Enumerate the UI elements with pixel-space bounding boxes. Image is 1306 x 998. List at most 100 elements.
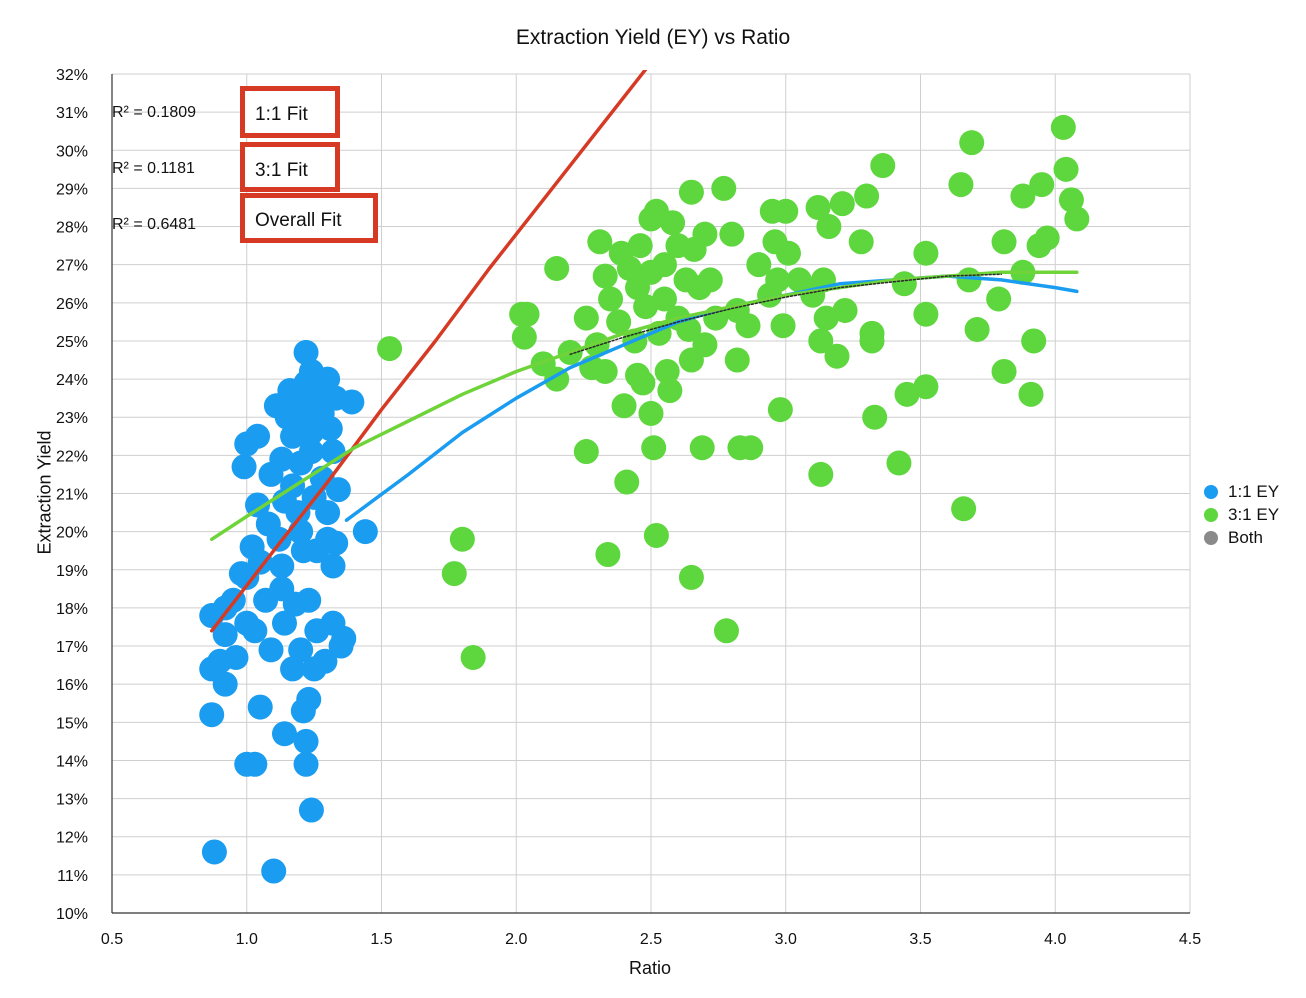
- x-tick-label: 4.5: [1179, 931, 1201, 948]
- y-tick-label: 27%: [56, 258, 88, 275]
- fit-lines: [209, 70, 1079, 633]
- point-1-1: [199, 702, 225, 728]
- point-3-1: [678, 564, 704, 590]
- y-tick-label: 25%: [56, 334, 88, 351]
- legend-label: Both: [1228, 527, 1263, 547]
- tick-labels: 10% 11% 12% 13% 14% 15% 16% 17% 18% 19% 20% 21% 22% 2…: [56, 67, 1201, 948]
- point-3-1: [816, 214, 842, 240]
- point-3-1: [654, 358, 680, 384]
- point-3-1: [829, 191, 855, 217]
- point-3-1: [854, 183, 880, 209]
- point-1-1: [298, 797, 324, 823]
- point-1-1: [201, 839, 227, 865]
- y-tick-label: 13%: [56, 792, 88, 809]
- point-3-1: [1058, 187, 1084, 213]
- point-3-1: [870, 153, 896, 179]
- point-3-1: [514, 301, 540, 327]
- point-3-1: [813, 305, 839, 331]
- point-3-1: [1034, 225, 1060, 251]
- point-3-1: [948, 172, 974, 198]
- point-1-1: [271, 721, 297, 747]
- point-3-1: [1010, 183, 1036, 209]
- point-1-1: [234, 610, 260, 636]
- y-tick-label: 14%: [56, 753, 88, 770]
- point-3-1: [678, 179, 704, 205]
- y-tick-label: 30%: [56, 143, 88, 160]
- point-1-1: [298, 439, 324, 465]
- point-3-1: [643, 522, 669, 548]
- point-1-1: [212, 622, 238, 648]
- fit-box-1-1: 1:1 Fit: [240, 86, 340, 138]
- point-1-1: [239, 534, 265, 560]
- point-3-1: [770, 313, 796, 339]
- point-3-1: [587, 229, 613, 255]
- point-1-1: [296, 686, 322, 712]
- point-3-1: [692, 332, 718, 358]
- chart-title: Extraction Yield (EY) vs Ratio: [515, 26, 791, 49]
- y-tick-label: 23%: [56, 410, 88, 427]
- point-3-1: [951, 496, 977, 522]
- point-3-1: [991, 358, 1017, 384]
- point-3-1: [660, 210, 686, 236]
- x-tick-label: 2.0: [505, 931, 527, 948]
- point-1-1: [258, 637, 284, 663]
- legend-swatch-blue: [1204, 484, 1218, 499]
- point-1-1: [261, 858, 287, 884]
- point-3-1: [891, 271, 917, 297]
- y-tick-label: 26%: [56, 296, 88, 313]
- point-3-1: [449, 526, 475, 552]
- point-1-1: [269, 576, 295, 602]
- point-3-1: [913, 301, 939, 327]
- point-1-1: [245, 423, 271, 449]
- point-3-1: [735, 313, 761, 339]
- legend-item-3-1: 3:1 EY: [1204, 503, 1279, 526]
- y-tick-label: 11%: [57, 868, 88, 885]
- point-3-1: [630, 370, 656, 396]
- y-tick-label: 10%: [56, 906, 88, 923]
- point-3-1: [719, 221, 745, 247]
- point-1-1: [298, 358, 324, 384]
- point-3-1: [767, 397, 793, 423]
- point-3-1: [633, 294, 659, 320]
- point-3-1: [765, 267, 791, 293]
- y-tick-label: 29%: [56, 181, 88, 198]
- r2-annotation-1: R² = 0.1809: [112, 104, 197, 121]
- point-3-1: [614, 469, 640, 495]
- point-1-1: [231, 454, 257, 480]
- legend: 1:1 EY 3:1 EY Both: [1204, 480, 1279, 549]
- point-3-1: [584, 332, 610, 358]
- point-3-1: [377, 336, 403, 362]
- point-3-1: [657, 378, 683, 404]
- fit-line-1-1-fit: [209, 70, 648, 633]
- point-3-1: [592, 263, 618, 289]
- point-3-1: [913, 374, 939, 400]
- point-1-1: [228, 561, 254, 587]
- point-3-1: [886, 450, 912, 476]
- point-3-1: [692, 221, 718, 247]
- point-3-1: [824, 343, 850, 369]
- x-tick-label: 3.0: [775, 931, 797, 948]
- point-3-1: [598, 286, 624, 312]
- x-tick-label: 4.0: [1044, 931, 1066, 948]
- x-tick-label: 1.5: [370, 931, 392, 948]
- y-tick-label: 28%: [56, 220, 88, 237]
- legend-label: 1:1 EY: [1228, 481, 1280, 501]
- point-1-1: [269, 446, 295, 472]
- point-3-1: [894, 381, 920, 407]
- y-tick-label: 12%: [56, 830, 88, 847]
- x-tick-label: 2.5: [640, 931, 662, 948]
- point-1-1: [339, 389, 365, 415]
- point-1-1: [328, 633, 354, 659]
- point-1-1: [280, 656, 306, 682]
- point-3-1: [711, 175, 737, 201]
- fit-box-overall: Overall Fit: [240, 193, 378, 243]
- point-1-1: [293, 728, 319, 754]
- fit-box-3-1: 3:1 Fit: [240, 142, 340, 192]
- point-3-1: [697, 267, 723, 293]
- point-3-1: [848, 229, 874, 255]
- point-3-1: [1021, 328, 1047, 354]
- legend-item-1-1: 1:1 EY: [1204, 480, 1279, 503]
- y-tick-label: 31%: [56, 105, 88, 122]
- fit-line-both-fit: [569, 273, 1003, 356]
